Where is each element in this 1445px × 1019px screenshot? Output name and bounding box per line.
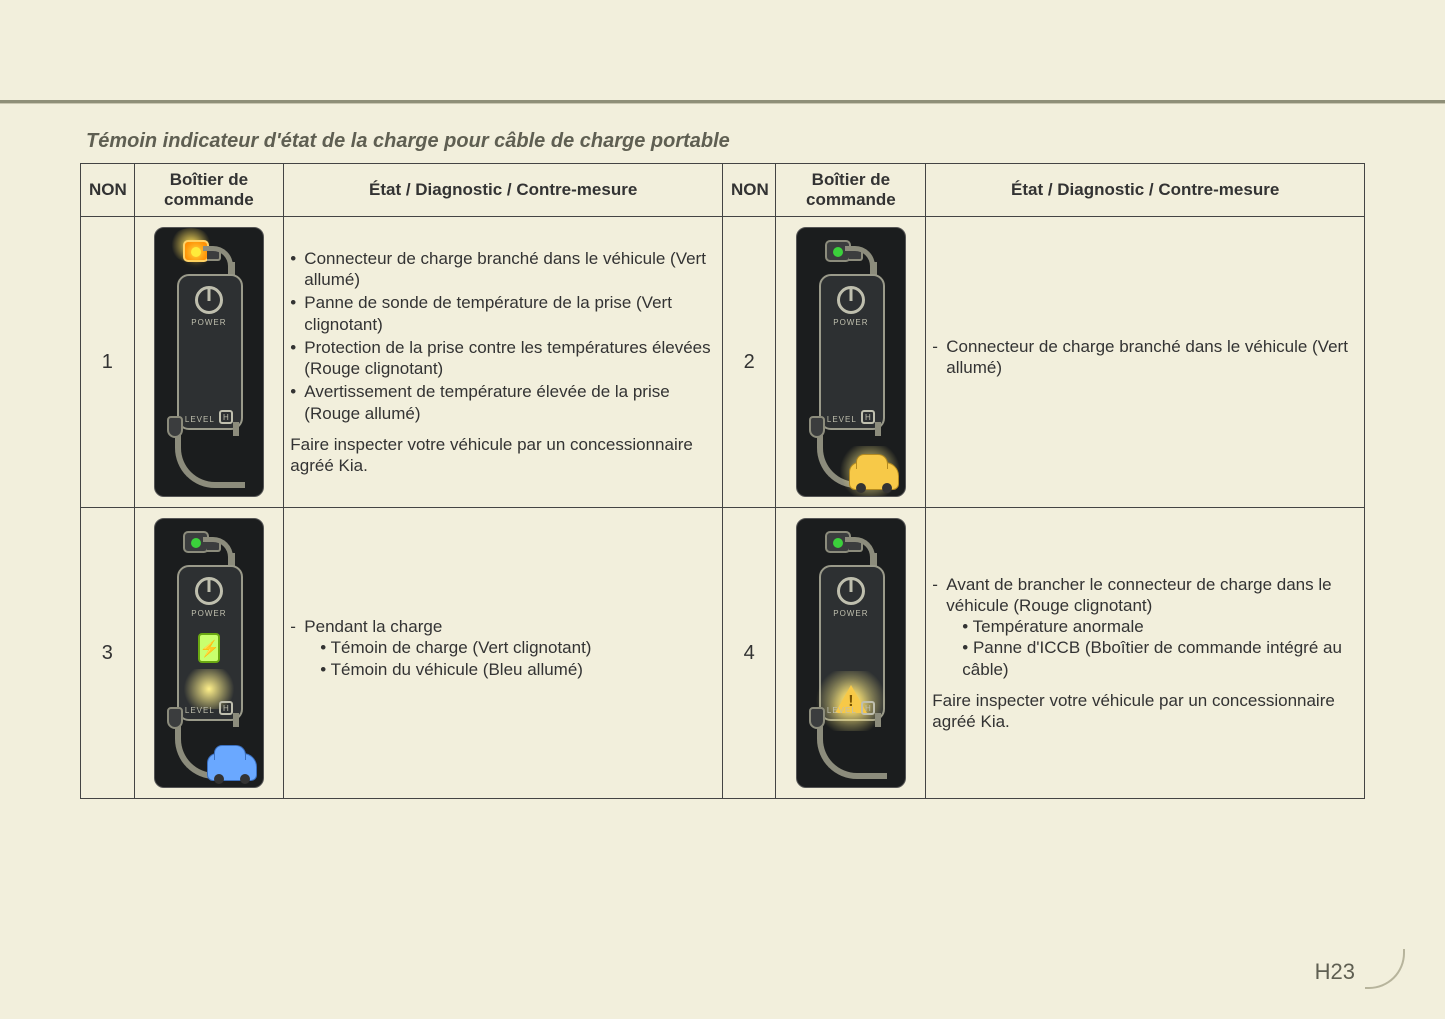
level-label: LEVEL [827, 706, 857, 715]
power-label: POWER [155, 609, 263, 618]
cell-num-4: 4 [722, 508, 776, 799]
cell-num-2: 2 [722, 217, 776, 508]
bullet: Protection de la prise contre les tempér… [290, 337, 716, 380]
power-label: POWER [155, 318, 263, 327]
power-label: POWER [797, 609, 905, 618]
section-title: Témoin indicateur d'état de la charge po… [86, 130, 1365, 153]
cell-desc-2: Connecteur de charge branché dans le véh… [926, 217, 1365, 508]
status-table: NON Boîtier de commande État / Diagnosti… [80, 163, 1365, 799]
cell-num-3: 3 [81, 508, 135, 799]
cell-img-3: POWER LEVEL H [134, 508, 284, 799]
footnote-text: Faire inspecter votre véhicule par un co… [290, 434, 716, 477]
cell-img-4: POWER LEVEL H [776, 508, 926, 799]
sub-item: • Témoin de charge (Vert clignotant) [304, 637, 716, 658]
table-row: 1 POWER LEVEL H [81, 217, 1365, 508]
col-desc-2: État / Diagnostic / Contre-mesure [926, 164, 1365, 217]
dash-item: Pendant la charge • Témoin de charge (Ve… [290, 616, 716, 680]
bullet: Connecteur de charge branché dans le véh… [290, 248, 716, 291]
cell-desc-1: Connecteur de charge branché dans le véh… [284, 217, 723, 508]
cell-desc-4: Avant de brancher le connecteur de charg… [926, 508, 1365, 799]
charge-led-icon [198, 633, 220, 663]
level-label: LEVEL [185, 415, 215, 424]
cell-num-1: 1 [81, 217, 135, 508]
cell-img-2: POWER LEVEL H [776, 217, 926, 508]
level-h-icon: H [219, 410, 233, 424]
footnote-text: Faire inspecter votre véhicule par un co… [932, 690, 1358, 733]
col-box-2: Boîtier de commande [776, 164, 926, 217]
col-box-1: Boîtier de commande [134, 164, 284, 217]
col-desc-1: État / Diagnostic / Contre-mesure [284, 164, 723, 217]
sub-item: • Témoin du véhicule (Bleu allumé) [304, 659, 716, 680]
car-icon [849, 462, 899, 490]
level-h-icon: H [861, 410, 875, 424]
control-box-icon: POWER LEVEL H [796, 518, 906, 788]
level-h-icon: H [219, 701, 233, 715]
level-h-icon: H [861, 701, 875, 715]
bullet: Avertissement de température élevée de l… [290, 381, 716, 424]
control-box-icon: POWER LEVEL H [154, 518, 264, 788]
sub-item: • Panne d'ICCB (Bboîtier de commande int… [946, 637, 1358, 680]
sub-item: • Température anormale [946, 616, 1358, 637]
col-num-2: NON [722, 164, 776, 217]
power-label: POWER [797, 318, 905, 327]
page-corner-decoration [1365, 949, 1405, 989]
header-rule [0, 100, 1445, 104]
cell-desc-3: Pendant la charge • Témoin de charge (Ve… [284, 508, 723, 799]
car-icon [207, 753, 257, 781]
dash-item: Connecteur de charge branché dans le véh… [932, 336, 1358, 379]
dash-text: Avant de brancher le connecteur de charg… [946, 575, 1331, 615]
page-number: H23 [1315, 959, 1355, 985]
col-num-1: NON [81, 164, 135, 217]
dash-item: Avant de brancher le connecteur de charg… [932, 574, 1358, 680]
bullet: Panne de sonde de température de la pris… [290, 292, 716, 335]
level-label: LEVEL [827, 415, 857, 424]
control-box-icon: POWER LEVEL H [796, 227, 906, 497]
level-label: LEVEL [185, 706, 215, 715]
control-box-icon: POWER LEVEL H [154, 227, 264, 497]
cell-img-1: POWER LEVEL H [134, 217, 284, 508]
table-row: 3 POWER LEVEL H [81, 508, 1365, 799]
dash-text: Pendant la charge [304, 617, 442, 636]
table-header-row: NON Boîtier de commande État / Diagnosti… [81, 164, 1365, 217]
page-content: Témoin indicateur d'état de la charge po… [80, 130, 1365, 799]
